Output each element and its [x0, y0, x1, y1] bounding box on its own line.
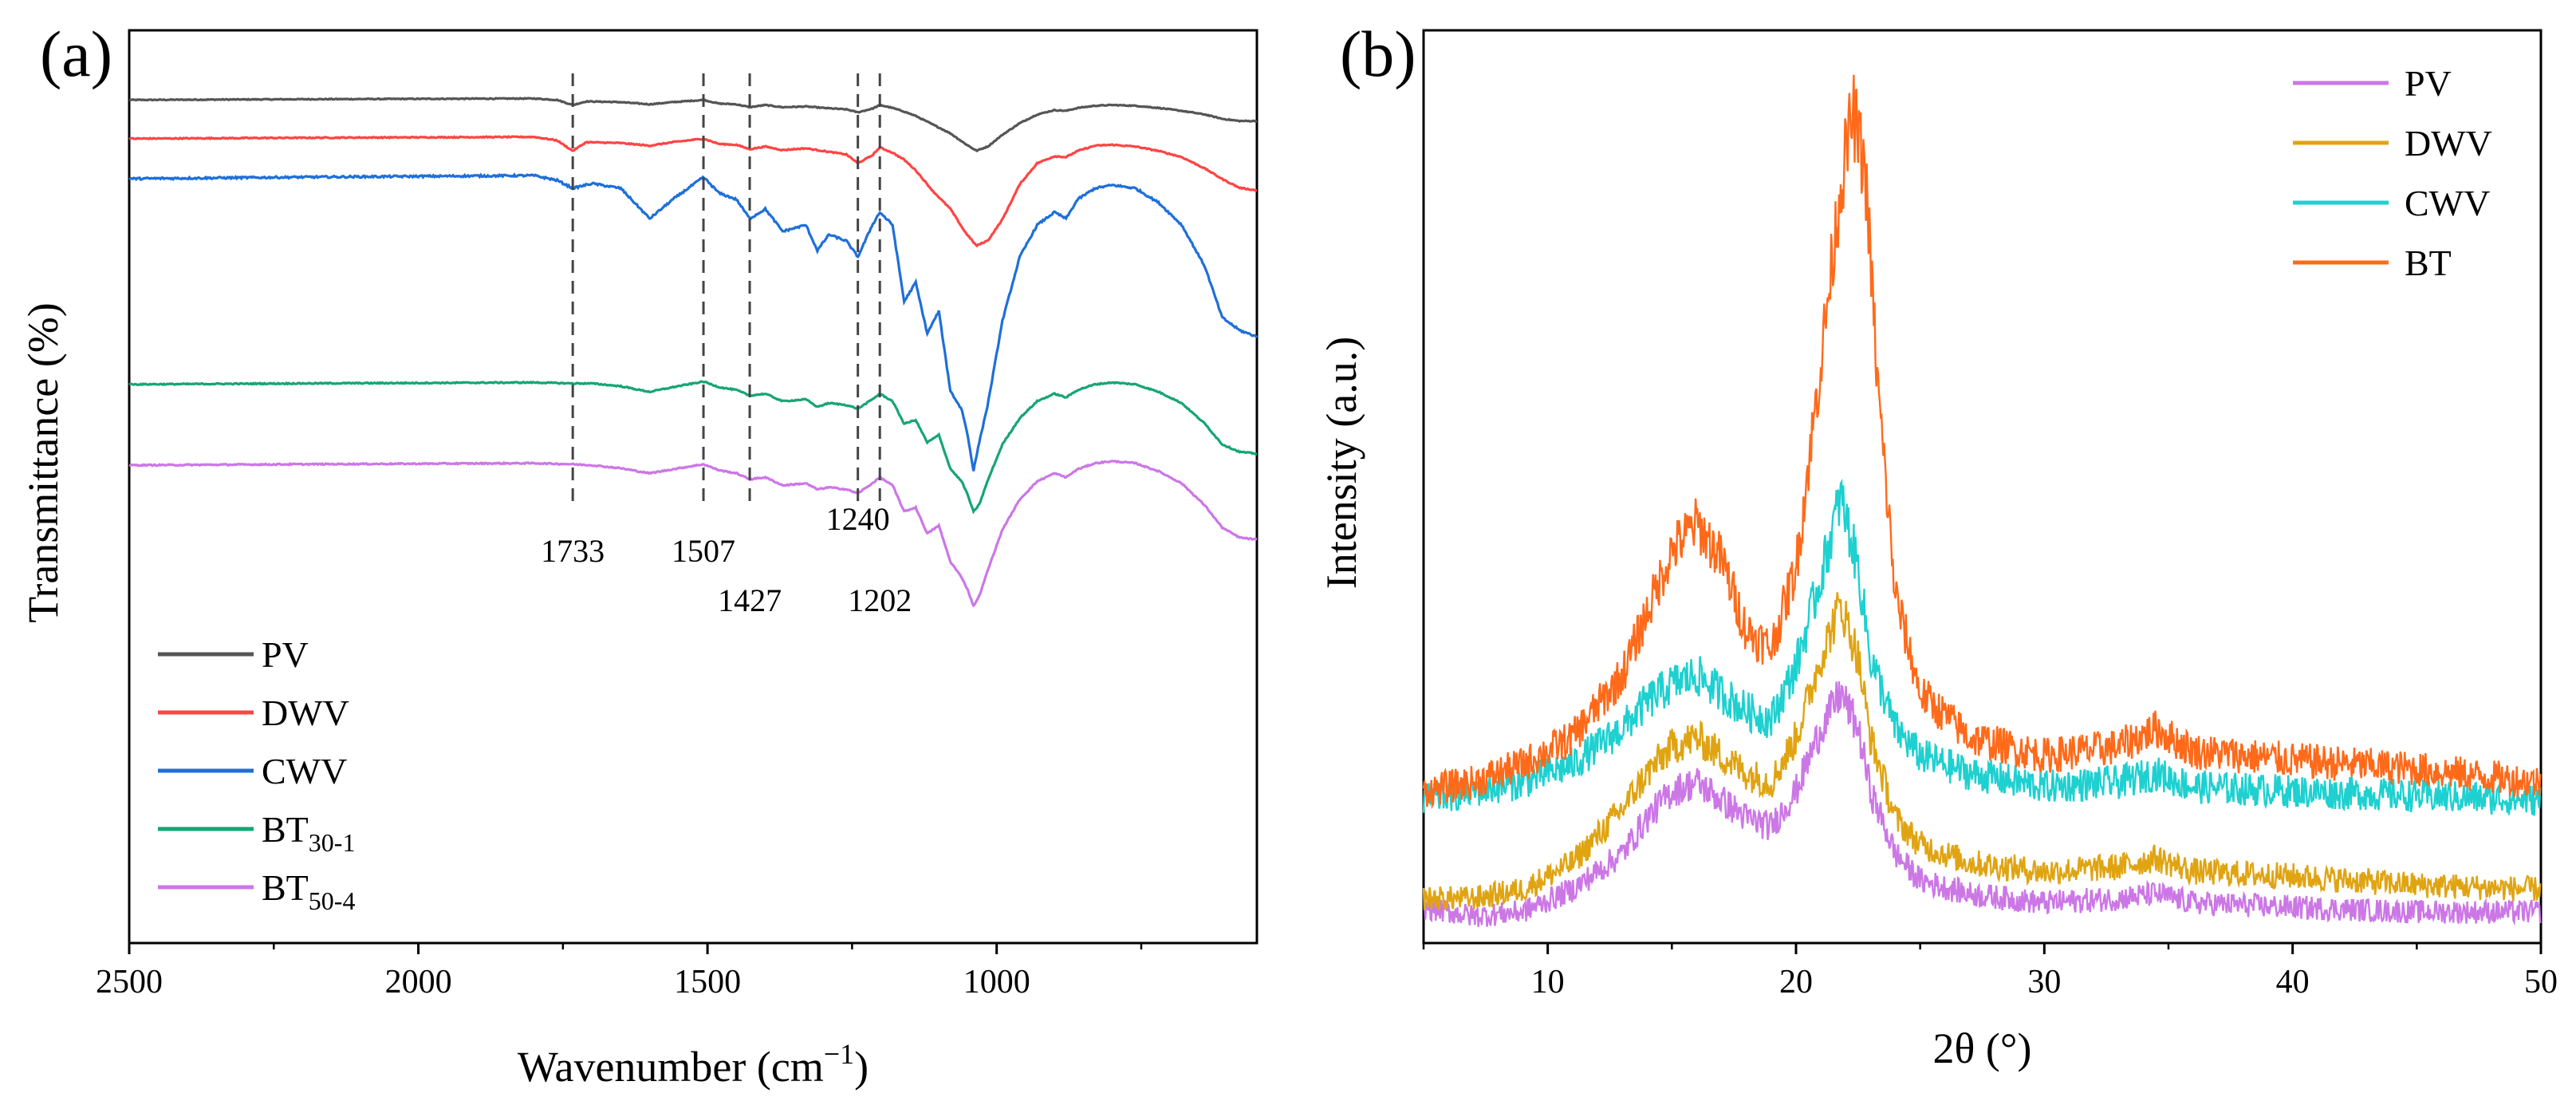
panel-b-series-dwv [1422, 592, 2542, 910]
panel-b-x-axis-title: 2θ (°) [1933, 1024, 2032, 1072]
panel-a-x-tick-label: 2000 [385, 964, 452, 1000]
panel-b-legend-label: DWV [2405, 123, 2492, 164]
panel-a-x-axis-title: Wavenumber (cm−1) [518, 1038, 869, 1091]
panel-a-frame [128, 29, 1258, 945]
panel-b-legend-label: PV [2405, 63, 2452, 104]
panel-b-series-pv [1423, 681, 2542, 927]
panel-b-x-tick-label: 50 [2524, 964, 2558, 1000]
panel-a-marker-label: 1202 [848, 582, 912, 618]
panel-a-series-dwv [128, 135, 1258, 248]
panel-a-marker-label: 1240 [826, 501, 890, 537]
panel-a-marker-label: 1427 [718, 582, 782, 618]
panel-b-x-tick-label: 10 [1531, 964, 1565, 1000]
panel-a-legend-label: CWV [262, 751, 347, 791]
panel-a-x-tick-label: 1500 [674, 964, 741, 1000]
panel-a-legend-label: BT30-1 [262, 809, 355, 857]
panel-a-series-pv [128, 97, 1258, 153]
panel-a-series-bt-30-1 [128, 380, 1257, 515]
panel-b-x-tick-label: 20 [1779, 964, 1813, 1000]
panel-a-y-axis-title: Transmittance (%) [19, 302, 67, 622]
panel-a-marker-label: 1507 [672, 533, 735, 569]
panel-b-x-tick-label: 30 [2027, 964, 2061, 1000]
panel-b-y-axis-title: Intensity (a.u.) [1318, 337, 1365, 589]
panel-a-series-cwv [128, 172, 1258, 472]
panel-b-label: (b) [1340, 18, 1416, 90]
panel-b-legend-label: CWV [2405, 183, 2490, 223]
panel-b-legend-label: BT [2405, 243, 2452, 283]
panel-b-x-tick-label: 40 [2276, 964, 2310, 1000]
panel-b-series-bt [1422, 74, 2542, 810]
panel-a-legend-label: PV [262, 634, 309, 675]
panel-a-x-tick-label: 1000 [963, 964, 1030, 1000]
panel-a-legend-label: BT50-4 [262, 867, 355, 915]
panel-a-marker-label: 1733 [541, 533, 605, 569]
panel-a-label: (a) [40, 18, 112, 90]
panel-a-x-tick-label: 2500 [96, 964, 163, 1000]
panel-a-series-bt-50-4 [128, 460, 1258, 608]
panel-a-legend-label: DWV [262, 693, 349, 733]
panel-b-frame [1422, 29, 2543, 945]
panel-b-series-cwv [1422, 478, 2542, 816]
